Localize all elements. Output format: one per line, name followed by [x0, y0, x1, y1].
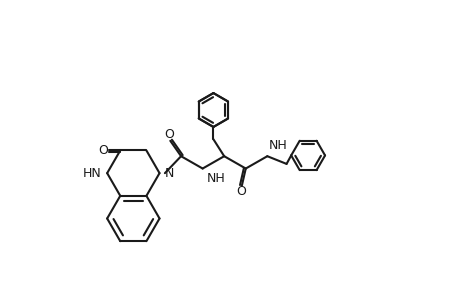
Text: O: O — [164, 128, 174, 141]
Text: NH: NH — [268, 140, 287, 152]
Text: O: O — [235, 185, 246, 198]
Text: HN: HN — [83, 167, 101, 180]
Text: NH: NH — [206, 172, 225, 184]
Text: O: O — [98, 144, 108, 157]
Text: N: N — [164, 167, 174, 180]
